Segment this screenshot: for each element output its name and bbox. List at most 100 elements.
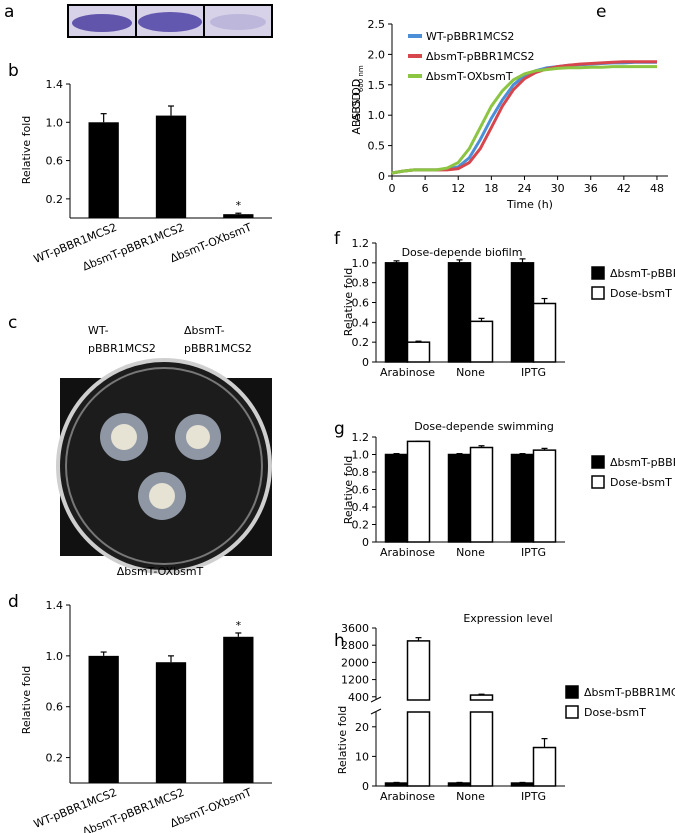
y-tick-label: 1.2 (352, 237, 370, 250)
y-tick-label: 0.6 (352, 484, 370, 497)
y-tick-label: 10 (355, 750, 369, 763)
y-tick-label: 1.0 (352, 449, 370, 462)
x-tick-label: Arabinose (380, 546, 435, 559)
y-axis-label: Relative fold (20, 116, 33, 185)
bar (532, 449, 557, 543)
y-tick-label: 0 (362, 536, 369, 549)
panel-letter: g (334, 419, 345, 439)
y-tick-label: 1200 (341, 674, 369, 687)
x-tick-label: IPTG (521, 546, 546, 559)
x-tick-label: 36 (584, 182, 598, 195)
axis-break (370, 708, 382, 715)
bar (469, 446, 494, 543)
legend-swatch (591, 286, 605, 300)
y-tick-label: 0.4 (352, 316, 370, 329)
legend-label: ΔbsmT-OXbsmT (426, 70, 513, 83)
legend-swatch (565, 705, 579, 719)
y-tick-label: 400 (348, 691, 369, 704)
x-tick-label: 6 (422, 182, 429, 195)
y-tick-label: 1.4 (46, 78, 64, 91)
bar (510, 262, 535, 363)
y-axis-label-main: ABS OD (350, 92, 363, 135)
panel-letter: d (8, 592, 19, 612)
bar (510, 453, 535, 543)
chart-title: Dose-depende biofilm (402, 246, 523, 259)
legend-swatch (565, 685, 579, 699)
bar (384, 782, 409, 787)
y-tick-label: 1.0 (352, 257, 370, 270)
bar (447, 782, 472, 787)
y-axis-label-sub: 600 nm (357, 65, 365, 92)
panel-letter: e (596, 2, 606, 22)
y-axis-label: ABS OD (350, 79, 363, 122)
y-tick-label: 1.0 (46, 116, 64, 129)
bar (469, 711, 494, 787)
panel-letter: a (4, 2, 14, 22)
gel-image (67, 4, 273, 38)
y-tick-label: 0.6 (352, 297, 370, 310)
legend-label: Dose-bsmT (610, 287, 672, 300)
bar (469, 320, 494, 363)
y-tick-label: 1.0 (368, 109, 386, 122)
x-tick-label: 24 (517, 182, 531, 195)
y-axis-label: Relative fold (342, 456, 355, 525)
y-tick-label: 2000 (341, 656, 369, 669)
bar (510, 782, 535, 787)
bar (406, 341, 431, 363)
x-tick-label: IPTG (521, 366, 546, 379)
y-tick-label: 0.4 (352, 501, 370, 514)
bar (223, 636, 254, 783)
y-axis-label: Relative fold (336, 706, 349, 775)
y-tick-label: 1.4 (46, 599, 64, 612)
y-tick-label: 0.2 (46, 193, 64, 206)
bar (447, 262, 472, 363)
x-tick-label: 30 (551, 182, 565, 195)
photo-label: WT- (88, 324, 109, 337)
axis-break (370, 696, 382, 703)
x-tick-label: 18 (484, 182, 498, 195)
y-tick-label: 3600 (341, 622, 369, 635)
bar (532, 746, 557, 787)
legend-swatch (591, 455, 605, 469)
panel-letter: c (8, 313, 17, 333)
y-tick-label: 0 (362, 356, 369, 369)
y-tick-label: 1.2 (352, 431, 370, 444)
bar (384, 262, 409, 363)
y-tick-label: 0.8 (352, 466, 370, 479)
series-line (391, 65, 657, 175)
x-tick-label: 0 (389, 182, 396, 195)
photo-label: ΔbsmT- (184, 324, 225, 337)
x-tick-label: Arabinose (380, 790, 435, 803)
y-tick-label: 2.0 (368, 48, 386, 61)
panel-letter: h (334, 631, 345, 651)
y-tick-label: 0.8 (352, 277, 370, 290)
legend-label: ΔbsmT-pBBR1MCS2 (584, 686, 675, 699)
photo-label: pBBR1MCS2 (88, 342, 156, 355)
panel-letter: f (334, 229, 341, 249)
legend-swatch (591, 266, 605, 280)
x-axis-label: Time (h) (506, 198, 553, 211)
legend-label: WT-pBBR1MCS2 (426, 30, 514, 43)
x-tick-label: None (456, 546, 485, 559)
bar (155, 662, 187, 783)
bar (155, 115, 187, 218)
bar (223, 214, 254, 218)
bar (532, 302, 557, 363)
x-tick-label: 12 (451, 182, 465, 195)
legend-label: ΔbsmT-pBBR1MCS2 (610, 267, 675, 280)
y-tick-label: 0.2 (352, 336, 370, 349)
y-axis-label: ABS OD600 nm (350, 65, 365, 135)
bar (406, 711, 431, 787)
y-tick-label: 0.2 (352, 519, 370, 532)
y-tick-label: 0.6 (46, 701, 64, 714)
photo-label: ΔbsmT-OXbsmT (117, 565, 204, 578)
bar (384, 453, 409, 543)
chart-title: Expression level (463, 612, 552, 625)
legend-label: ΔbsmT-pBBR1MCS2 (426, 50, 535, 63)
panel-letter: b (8, 61, 19, 81)
y-tick-label: 2.5 (368, 18, 386, 31)
annotation: * (236, 619, 242, 632)
chart-title: Dose-depende swimming (414, 420, 554, 433)
y-tick-label: 1.0 (46, 650, 64, 663)
